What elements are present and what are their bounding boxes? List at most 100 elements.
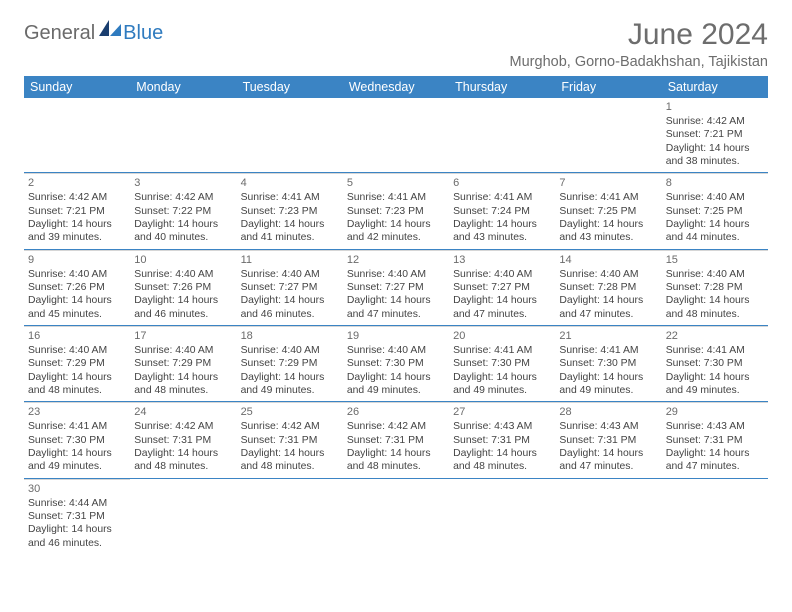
sunrise-line: Sunrise: 4:41 AM [241,191,339,204]
week-row: 9Sunrise: 4:40 AMSunset: 7:26 PMDaylight… [24,250,768,326]
day-cell: 6Sunrise: 4:41 AMSunset: 7:24 PMDaylight… [449,173,555,248]
empty-cell [343,479,449,554]
day-cell: 14Sunrise: 4:40 AMSunset: 7:28 PMDayligh… [555,250,661,325]
day-number: 14 [559,253,657,267]
day-number: 29 [666,405,764,419]
day-number: 24 [134,405,232,419]
day-number: 25 [241,405,339,419]
sunrise-line: Sunrise: 4:42 AM [28,191,126,204]
sunrise-line: Sunrise: 4:43 AM [559,420,657,433]
daylight2-line: and 47 minutes. [559,308,657,321]
day-cell: 25Sunrise: 4:42 AMSunset: 7:31 PMDayligh… [237,402,343,477]
weekday-header: Thursday [449,76,555,98]
sunset-line: Sunset: 7:31 PM [559,434,657,447]
day-number: 2 [28,176,126,190]
empty-cell [555,479,661,554]
day-cell: 16Sunrise: 4:40 AMSunset: 7:29 PMDayligh… [24,326,130,401]
sunset-line: Sunset: 7:23 PM [347,205,445,218]
daylight2-line: and 39 minutes. [28,231,126,244]
sunset-line: Sunset: 7:29 PM [28,357,126,370]
weekday-header: Sunday [24,76,130,98]
sunrise-line: Sunrise: 4:44 AM [28,497,126,510]
sunrise-line: Sunrise: 4:40 AM [134,268,232,281]
day-cell: 18Sunrise: 4:40 AMSunset: 7:29 PMDayligh… [237,326,343,401]
sunrise-line: Sunrise: 4:40 AM [559,268,657,281]
weekday-header: Saturday [662,76,768,98]
day-number: 30 [28,482,126,496]
sunrise-line: Sunrise: 4:42 AM [134,191,232,204]
daylight2-line: and 48 minutes. [347,460,445,473]
day-cell: 2Sunrise: 4:42 AMSunset: 7:21 PMDaylight… [24,173,130,248]
daylight2-line: and 47 minutes. [666,460,764,473]
day-number: 28 [559,405,657,419]
day-cell: 5Sunrise: 4:41 AMSunset: 7:23 PMDaylight… [343,173,449,248]
sunset-line: Sunset: 7:31 PM [347,434,445,447]
day-cell: 29Sunrise: 4:43 AMSunset: 7:31 PMDayligh… [662,402,768,477]
sunrise-line: Sunrise: 4:41 AM [559,191,657,204]
sunset-line: Sunset: 7:26 PM [134,281,232,294]
calendar-grid: Sunday Monday Tuesday Wednesday Thursday… [24,76,768,554]
daylight1-line: Daylight: 14 hours [28,371,126,384]
daylight1-line: Daylight: 14 hours [134,447,232,460]
day-cell: 28Sunrise: 4:43 AMSunset: 7:31 PMDayligh… [555,402,661,477]
sunrise-line: Sunrise: 4:42 AM [347,420,445,433]
daylight1-line: Daylight: 14 hours [134,294,232,307]
empty-cell [237,98,343,172]
daylight2-line: and 41 minutes. [241,231,339,244]
daylight2-line: and 43 minutes. [453,231,551,244]
day-number: 7 [559,176,657,190]
calendar-page: General Blue June 2024 Murghob, Gorno-Ba… [0,0,792,554]
sunset-line: Sunset: 7:31 PM [666,434,764,447]
day-number: 3 [134,176,232,190]
daylight2-line: and 49 minutes. [453,384,551,397]
empty-cell [237,479,343,554]
day-cell: 12Sunrise: 4:40 AMSunset: 7:27 PMDayligh… [343,250,449,325]
day-number: 23 [28,405,126,419]
day-cell: 13Sunrise: 4:40 AMSunset: 7:27 PMDayligh… [449,250,555,325]
daylight2-line: and 48 minutes. [28,384,126,397]
sunrise-line: Sunrise: 4:41 AM [347,191,445,204]
day-cell: 23Sunrise: 4:41 AMSunset: 7:30 PMDayligh… [24,402,130,477]
day-number: 26 [347,405,445,419]
logo-text-blue: Blue [123,22,163,45]
day-number: 21 [559,329,657,343]
daylight1-line: Daylight: 14 hours [559,294,657,307]
week-row: 2Sunrise: 4:42 AMSunset: 7:21 PMDaylight… [24,173,768,249]
day-number: 12 [347,253,445,267]
daylight2-line: and 46 minutes. [134,308,232,321]
empty-cell [662,479,768,554]
day-cell: 3Sunrise: 4:42 AMSunset: 7:22 PMDaylight… [130,173,236,248]
sunrise-line: Sunrise: 4:41 AM [559,344,657,357]
sunset-line: Sunset: 7:31 PM [241,434,339,447]
empty-cell [130,98,236,172]
sunrise-line: Sunrise: 4:40 AM [134,344,232,357]
daylight1-line: Daylight: 14 hours [28,294,126,307]
daylight1-line: Daylight: 14 hours [134,218,232,231]
daylight1-line: Daylight: 14 hours [28,218,126,231]
day-number: 13 [453,253,551,267]
day-cell: 15Sunrise: 4:40 AMSunset: 7:28 PMDayligh… [662,250,768,325]
day-number: 27 [453,405,551,419]
daylight2-line: and 48 minutes. [666,308,764,321]
daylight2-line: and 47 minutes. [559,460,657,473]
month-title: June 2024 [510,18,768,52]
daylight1-line: Daylight: 14 hours [347,218,445,231]
day-number: 5 [347,176,445,190]
daylight2-line: and 38 minutes. [666,155,764,168]
day-cell: 21Sunrise: 4:41 AMSunset: 7:30 PMDayligh… [555,326,661,401]
day-cell: 19Sunrise: 4:40 AMSunset: 7:30 PMDayligh… [343,326,449,401]
sunset-line: Sunset: 7:27 PM [241,281,339,294]
day-cell: 20Sunrise: 4:41 AMSunset: 7:30 PMDayligh… [449,326,555,401]
sunset-line: Sunset: 7:25 PM [666,205,764,218]
daylight1-line: Daylight: 14 hours [347,447,445,460]
daylight2-line: and 49 minutes. [241,384,339,397]
sunset-line: Sunset: 7:25 PM [559,205,657,218]
daylight1-line: Daylight: 14 hours [241,447,339,460]
sunset-line: Sunset: 7:27 PM [453,281,551,294]
day-number: 9 [28,253,126,267]
weekday-header: Wednesday [343,76,449,98]
daylight1-line: Daylight: 14 hours [559,447,657,460]
sunrise-line: Sunrise: 4:40 AM [347,344,445,357]
daylight1-line: Daylight: 14 hours [453,371,551,384]
sunrise-line: Sunrise: 4:40 AM [241,268,339,281]
